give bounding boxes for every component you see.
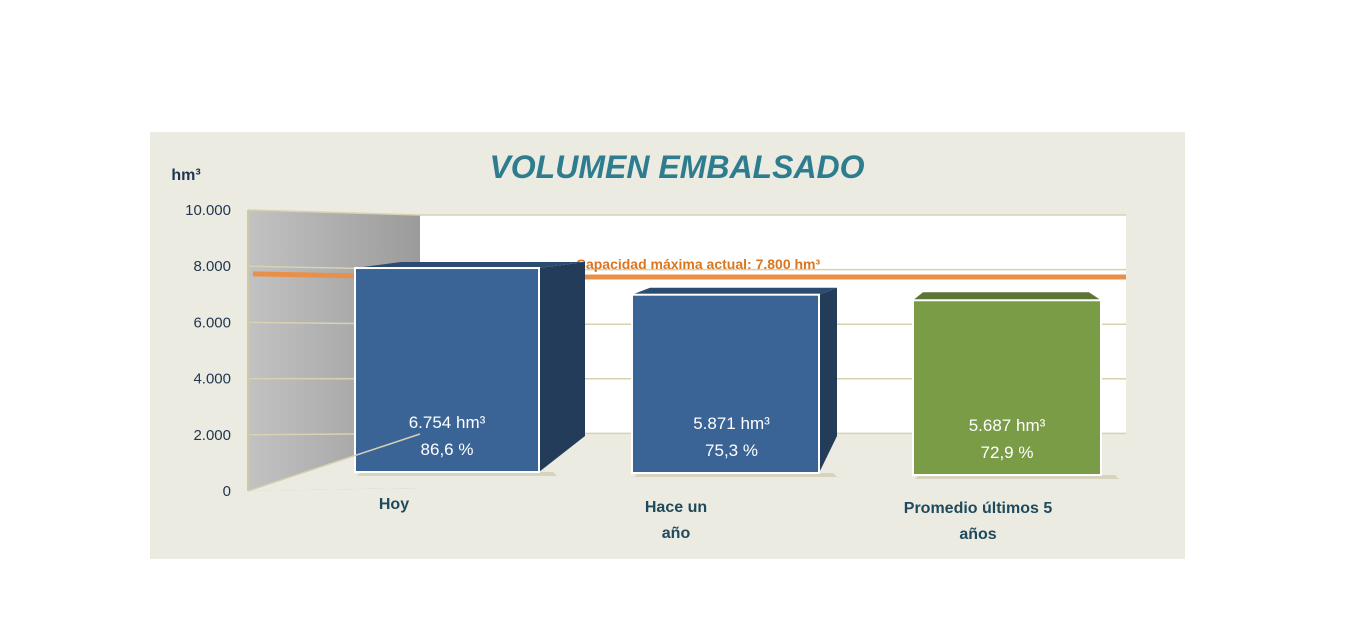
bar-percent-label: 72,9 % (981, 443, 1034, 462)
bar-top (913, 292, 1101, 301)
bar-value-label: 6.754 hm³ (409, 413, 486, 432)
bar-side (539, 262, 585, 472)
bar-percent-label: 75,3 % (705, 441, 758, 460)
reference-line-label: Capacidad máxima actual: 7.800 hm³ (576, 256, 821, 272)
bar (631, 293, 820, 474)
y-tick-label: 10.000 (185, 202, 231, 219)
bar-percent-label: 86,6 % (421, 440, 474, 459)
y-axis-unit: hm³ (171, 167, 200, 184)
category-label: años (959, 526, 996, 543)
category-label: Hace un (645, 499, 707, 516)
bar-value-label: 5.687 hm³ (969, 416, 1046, 435)
chart-panel: Capacidad máxima actual: 7.800 hm³ 6.754… (150, 132, 1185, 559)
bar-top (632, 287, 837, 295)
y-tick-label: 8.000 (193, 258, 231, 275)
bar-value-label: 5.871 hm³ (693, 414, 770, 433)
bar (354, 267, 540, 473)
floor-edge (247, 433, 421, 492)
y-tick-label: 2.000 (193, 427, 231, 444)
bar-top (355, 262, 585, 269)
y-tick-label: 0 (223, 483, 231, 500)
chart-title: VOLUMEN EMBALSADO (489, 149, 864, 185)
category-label: Promedio últimos 5 (904, 500, 1053, 517)
y-tick-label: 4.000 (193, 371, 231, 388)
category-label: Hoy (379, 496, 409, 513)
category-label: año (662, 525, 691, 542)
side-gridline (247, 209, 421, 216)
bar-chart: Capacidad máxima actual: 7.800 hm³ 6.754… (171, 149, 1126, 543)
y-tick-label: 6.000 (193, 314, 231, 331)
bar (912, 299, 1102, 476)
bar-side (819, 287, 837, 473)
